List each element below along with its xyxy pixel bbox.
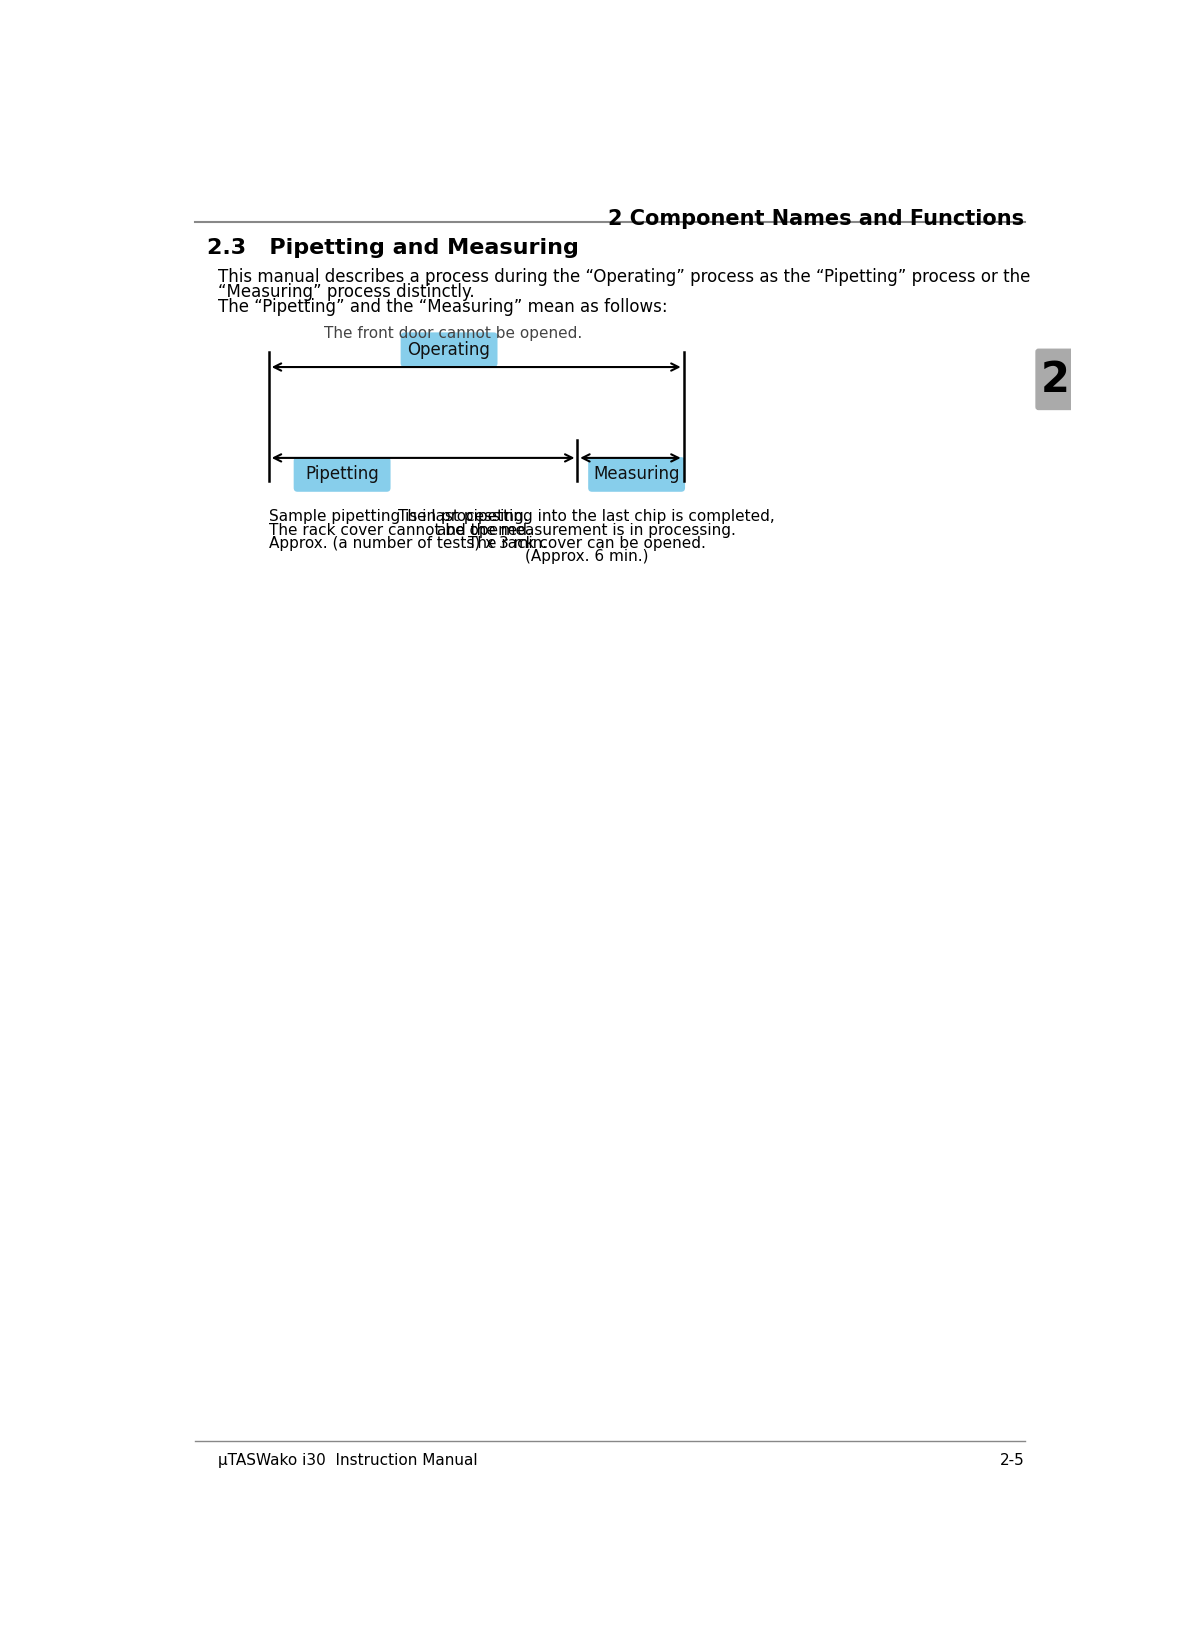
Text: 2-5: 2-5 [1000,1453,1025,1467]
Text: (Approx. 6 min.): (Approx. 6 min.) [525,548,649,563]
FancyBboxPatch shape [1035,349,1075,410]
Text: The last pipetting into the last chip is completed,: The last pipetting into the last chip is… [399,509,775,524]
Text: and the measurement is in processing.: and the measurement is in processing. [437,522,737,537]
Text: The rack cover can be opened.: The rack cover can be opened. [468,535,706,550]
Text: Pipetting: Pipetting [306,466,378,484]
Text: μTASWako i30  Instruction Manual: μTASWako i30 Instruction Manual [219,1453,478,1467]
Text: Approx. (a number of tests) x 3 min.: Approx. (a number of tests) x 3 min. [269,535,547,550]
Text: The front door cannot be opened.: The front door cannot be opened. [324,326,582,341]
Text: The “Pipetting” and the “Measuring” mean as follows:: The “Pipetting” and the “Measuring” mean… [219,298,668,316]
Text: Operating: Operating [408,341,490,359]
Text: Measuring: Measuring [594,466,679,484]
FancyBboxPatch shape [588,458,685,492]
Text: 2: 2 [1040,359,1069,402]
FancyBboxPatch shape [294,458,390,492]
Text: “Measuring” process distinctly.: “Measuring” process distinctly. [219,283,475,301]
Text: 2 Component Names and Functions: 2 Component Names and Functions [608,209,1025,229]
Text: 2.3   Pipetting and Measuring: 2.3 Pipetting and Measuring [207,237,578,257]
FancyBboxPatch shape [401,333,497,367]
Text: The rack cover cannot be opened.: The rack cover cannot be opened. [269,522,532,537]
Text: Sample pipetting is in processing.: Sample pipetting is in processing. [269,509,528,524]
Text: This manual describes a process during the “Operating” process as the “Pipetting: This manual describes a process during t… [219,268,1031,287]
